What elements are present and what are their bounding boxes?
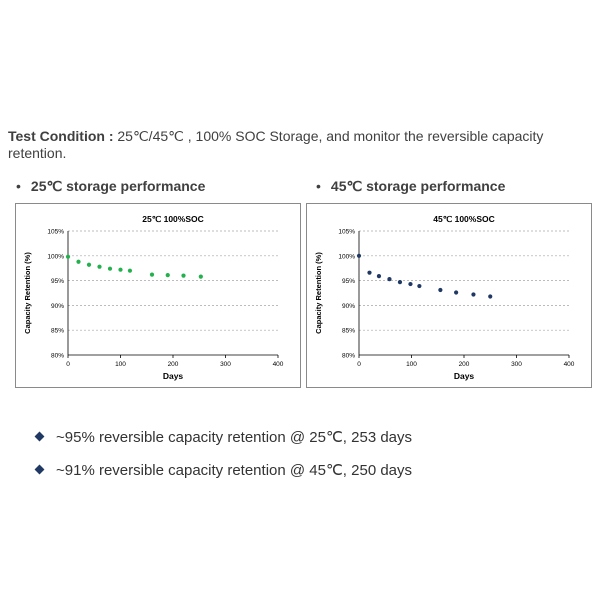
y-tick-label: 105% — [47, 229, 64, 236]
x-tick-label: 100 — [115, 361, 126, 368]
data-point — [127, 268, 133, 273]
y-tick-label: 90% — [51, 303, 64, 310]
y-tick-label: 105% — [338, 229, 355, 236]
section-title-45c: • 45℃ storage performance — [316, 178, 505, 195]
y-tick-label: 100% — [338, 253, 355, 260]
y-tick-label: 80% — [342, 353, 355, 360]
y-tick-label: 100% — [47, 253, 64, 260]
data-point — [86, 262, 92, 267]
summary-item: ~95% reversible capacity retention @ 25℃… — [34, 420, 412, 453]
summary-list: ~95% reversible capacity retention @ 25℃… — [34, 420, 412, 486]
data-point — [65, 254, 71, 259]
data-point — [76, 259, 81, 264]
chart-title: 25℃ 100%SOC — [142, 214, 204, 224]
x-tick-label: 100 — [406, 361, 417, 368]
y-tick-label: 80% — [51, 353, 64, 360]
chart-25c: 25℃ 100%SOC 80% 85% 90% 95% 100% 105% 0 100 200 30… — [15, 203, 301, 388]
x-tick-label: 200 — [168, 361, 179, 368]
section-bullet: • — [316, 178, 321, 194]
x-axis-label: Days — [454, 371, 475, 381]
data-point — [107, 266, 113, 271]
data-point — [356, 253, 362, 258]
y-tick-label: 85% — [342, 328, 355, 335]
y-axis-label: Capacity Retention (%) — [314, 252, 323, 334]
x-tick-label: 300 — [220, 361, 231, 368]
data-point — [367, 270, 372, 275]
data-point — [181, 273, 186, 278]
x-axis-label: Days — [163, 371, 184, 381]
y-tick-label: 95% — [51, 278, 64, 285]
section-title-text: 45℃ storage performance — [330, 178, 506, 194]
y-tick-label: 85% — [51, 328, 64, 335]
section-title-text: 25℃ storage performance — [30, 178, 206, 194]
data-point — [118, 267, 123, 272]
section-title-25c: • 25℃ storage performance — [16, 178, 205, 195]
summary-text: ~91% reversible capacity retention @ 45℃… — [56, 461, 413, 479]
y-tick-label: 90% — [342, 303, 355, 310]
data-point — [471, 292, 476, 297]
test-condition: Test Condition : 25℃/45℃ , 100% SOC Stor… — [8, 128, 588, 162]
x-tick-label: 400 — [273, 361, 284, 368]
test-condition-text: 25℃/45℃ , 100% SOC Storage, and monitor … — [8, 128, 544, 161]
y-axis-label: Capacity Retention (%) — [23, 252, 32, 334]
chart-title: 45℃ 100%SOC — [433, 214, 495, 224]
data-point — [454, 290, 459, 295]
chart-45c: 45℃ 100%SOC 80% 85% 90% 95% 100% 105% 0 100 200 30… — [306, 203, 592, 388]
data-point — [165, 273, 170, 278]
x-tick-label: 0 — [357, 361, 361, 368]
summary-text: ~95% reversible capacity retention @ 25℃… — [56, 428, 413, 446]
data-point — [198, 274, 203, 279]
data-point — [417, 283, 422, 289]
y-tick-label: 95% — [342, 278, 355, 285]
diamond-bullet-icon — [34, 464, 45, 475]
x-tick-label: 400 — [564, 361, 575, 368]
data-point — [387, 277, 392, 282]
x-tick-label: 300 — [511, 361, 522, 368]
test-condition-label: Test Condition : — [8, 128, 114, 144]
chart-45c-svg: 45℃ 100%SOC 80% 85% 90% 95% 100% 105% 0 100 200 30… — [314, 214, 575, 381]
x-tick-label: 0 — [66, 361, 70, 368]
data-point — [438, 287, 443, 293]
data-point — [376, 274, 382, 279]
data-point — [408, 281, 413, 287]
section-bullet: • — [16, 178, 21, 194]
data-point — [488, 294, 493, 299]
data-point — [97, 264, 102, 269]
summary-item: ~91% reversible capacity retention @ 45℃… — [34, 453, 412, 486]
data-point — [149, 272, 155, 277]
x-tick-label: 200 — [459, 361, 470, 368]
data-point — [397, 279, 403, 285]
chart-25c-svg: 25℃ 100%SOC 80% 85% 90% 95% 100% 105% 0 100 200 30… — [23, 214, 284, 381]
diamond-bullet-icon — [34, 431, 45, 442]
